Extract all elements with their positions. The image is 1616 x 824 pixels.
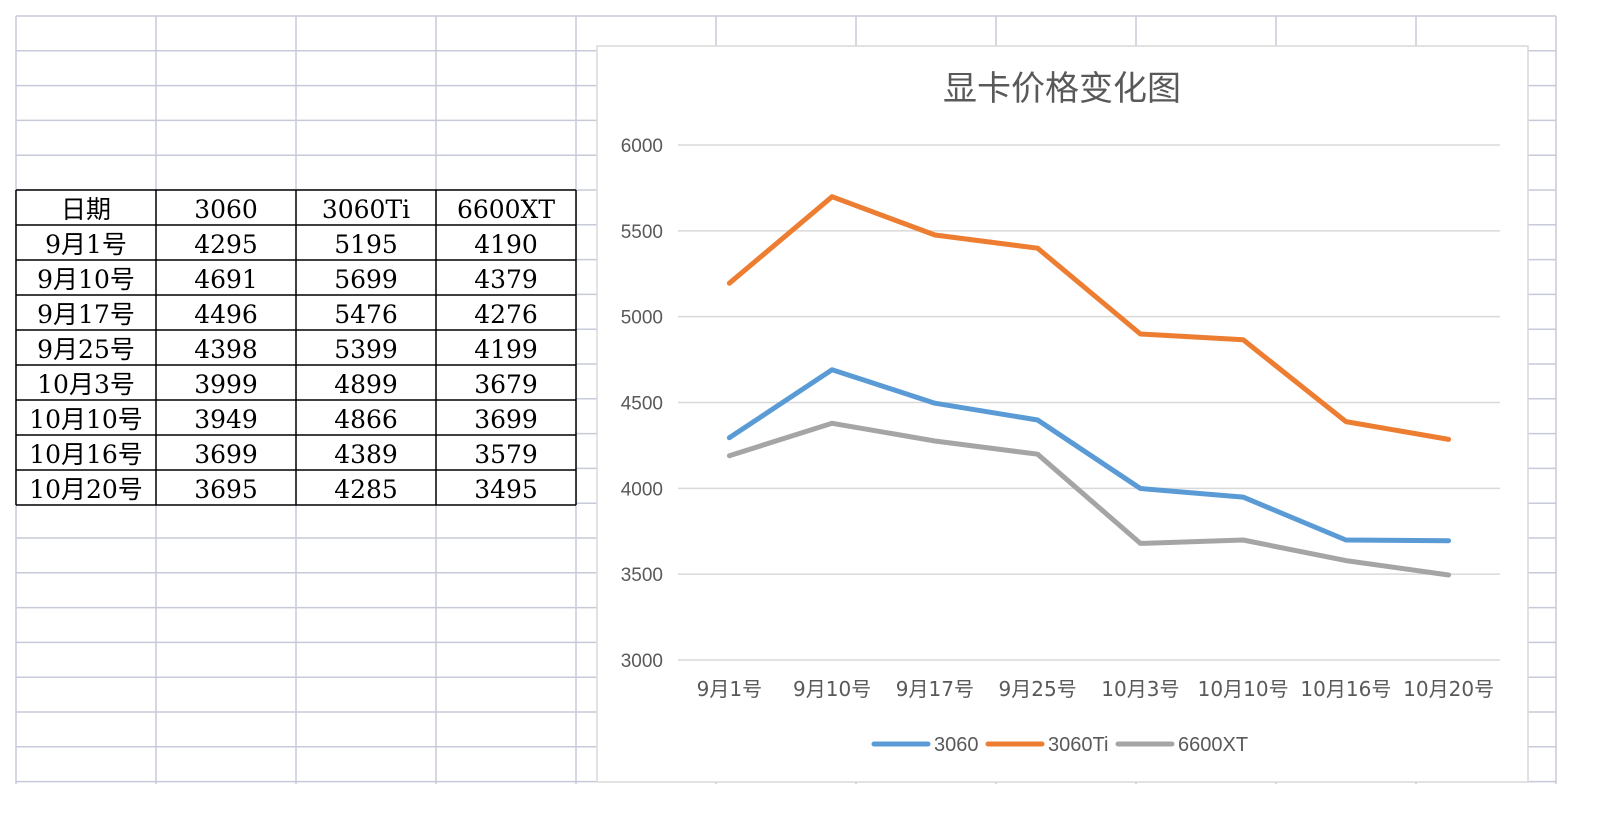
table-header-cell[interactable]: 3060Ti (322, 195, 410, 224)
table-cell[interactable]: 4285 (334, 475, 398, 504)
y-tick-label: 5500 (621, 222, 663, 243)
x-tick-label: 10月20号 (1403, 677, 1494, 701)
legend: 3060 3060Ti 6600XT (871, 734, 1248, 756)
table-cell[interactable]: 3579 (474, 440, 538, 469)
y-tick-label: 4000 (621, 479, 663, 500)
y-tick-label: 3000 (621, 651, 663, 672)
table-cell[interactable]: 5699 (334, 265, 398, 294)
table-cell[interactable]: 5476 (334, 300, 398, 329)
table-cell[interactable]: 3679 (474, 370, 538, 399)
table-cell[interactable]: 4199 (474, 335, 538, 364)
y-tick-label: 4500 (621, 394, 663, 415)
table-cell[interactable]: 4691 (194, 265, 258, 294)
x-axis-tick-labels: 9月1号 9月10号 9月17号 9月25号 10月3号 10月10号 10月16号 10月2… (697, 677, 1494, 701)
y-tick-label: 5000 (621, 308, 663, 329)
chart-gridlines (678, 144, 1500, 661)
table-cell[interactable]: 3695 (194, 475, 258, 504)
table-cell[interactable]: 9月10号 (37, 265, 135, 294)
table-cell[interactable]: 9月17号 (37, 300, 135, 329)
table-cell[interactable]: 4295 (194, 230, 258, 259)
line-chart[interactable]: 显卡价格变化图 3000 3500 4000 4500 5000 5500 6000 9月1… (596, 45, 1529, 783)
table-cell[interactable]: 3999 (194, 370, 258, 399)
series-line-3060[interactable] (726, 367, 1452, 544)
table-cell[interactable]: 4398 (194, 335, 258, 364)
table-header-cell[interactable]: 3060 (194, 195, 258, 224)
x-tick-label: 10月10号 (1198, 677, 1289, 701)
table-cell[interactable]: 4276 (474, 300, 538, 329)
table-cell[interactable]: 3699 (474, 405, 538, 434)
table-cell[interactable]: 4190 (474, 230, 538, 259)
series-line-3060ti[interactable] (726, 194, 1452, 442)
table-cell[interactable]: 4866 (334, 405, 398, 434)
y-axis-tick-labels: 3000 3500 4000 4500 5000 5500 6000 (621, 136, 663, 672)
table-cell[interactable]: 4899 (334, 370, 398, 399)
x-tick-label: 10月16号 (1300, 677, 1391, 701)
table-cell[interactable]: 10月3号 (37, 370, 135, 399)
table-header-cell[interactable]: 6600XT (457, 195, 555, 224)
table-cell[interactable]: 9月25号 (37, 335, 135, 364)
table-cell[interactable]: 4389 (334, 440, 398, 469)
x-tick-label: 9月17号 (896, 677, 974, 701)
data-table[interactable]: 日期 3060 3060Ti 6600XT 9月1号 4295 5195 4190 9月10号 4… (15, 189, 577, 506)
x-tick-label: 10月3号 (1101, 677, 1179, 701)
chart-area[interactable] (596, 45, 1529, 783)
table-cell[interactable]: 10月10号 (29, 405, 143, 434)
table-cell[interactable]: 3699 (194, 440, 258, 469)
chart-title: 显卡价格变化图 (943, 69, 1181, 109)
table-cell[interactable]: 10月20号 (29, 475, 143, 504)
legend-label: 6600XT (1178, 734, 1248, 756)
y-tick-label: 6000 (621, 136, 663, 157)
legend-label: 3060 (934, 734, 979, 756)
x-tick-label: 9月25号 (999, 677, 1077, 701)
table-cell[interactable]: 9月1号 (45, 230, 127, 259)
table-cell[interactable]: 10月16号 (29, 440, 143, 469)
table-cell[interactable]: 4496 (194, 300, 258, 329)
table-cell[interactable]: 4379 (474, 265, 538, 294)
table-header-cell[interactable]: 日期 (61, 195, 111, 224)
table-cell[interactable]: 3949 (194, 405, 258, 434)
x-tick-label: 9月1号 (697, 677, 762, 701)
x-tick-label: 9月10号 (793, 677, 871, 701)
legend-label: 3060Ti (1048, 734, 1108, 756)
table-cell[interactable]: 5195 (334, 230, 398, 259)
table-cell[interactable]: 3495 (474, 475, 538, 504)
y-tick-label: 3500 (621, 565, 663, 586)
table-cell[interactable]: 5399 (334, 335, 398, 364)
series-lines (726, 194, 1452, 578)
series-line-6600xt[interactable] (726, 420, 1452, 578)
